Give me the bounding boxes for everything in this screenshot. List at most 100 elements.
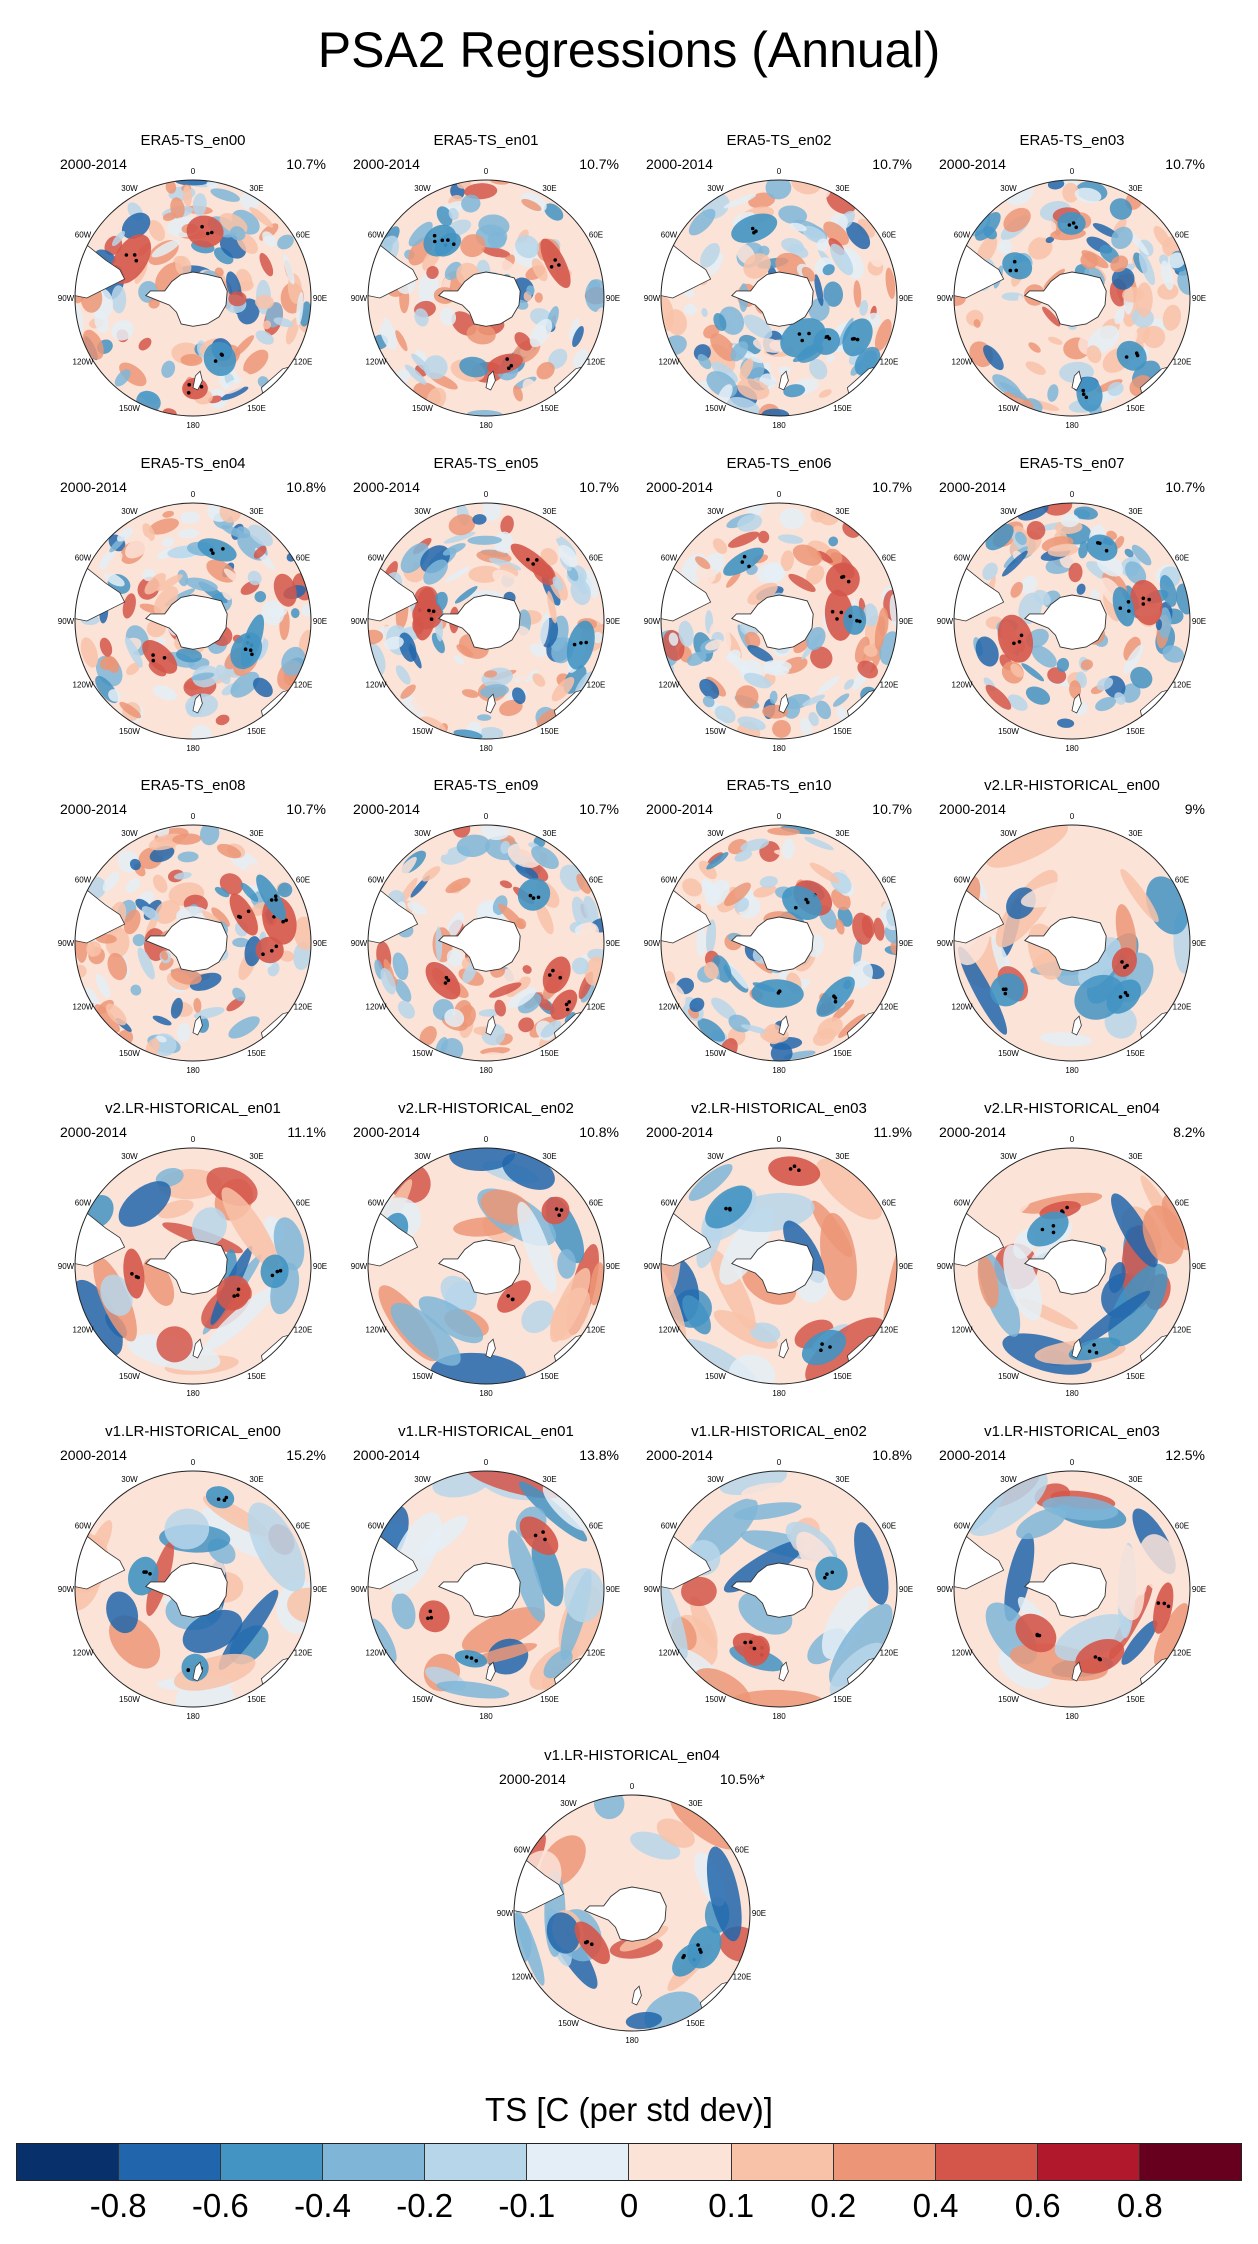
anomaly-patch	[283, 254, 295, 285]
anomaly-patch	[175, 1050, 208, 1061]
map-panel: v2.LR-HISTORICAL_en00 2000-2014 9% 0 30E 60E 9…	[927, 777, 1217, 1077]
significance-dot	[788, 1167, 793, 1171]
panel-percent: 10.7%	[579, 479, 619, 495]
anomaly-patch	[836, 707, 848, 721]
anomaly-patch	[431, 632, 445, 654]
significance-dot	[855, 618, 859, 623]
map-border	[513, 1794, 751, 2032]
anomaly-patch	[973, 319, 981, 328]
anomaly-patch	[411, 699, 428, 713]
longitude-label: 120E	[587, 1326, 606, 1335]
anomaly-patch	[830, 243, 854, 276]
anomaly-patch	[765, 180, 792, 200]
anomaly-patch	[454, 586, 478, 604]
longitude-label: 0	[777, 812, 782, 821]
anomaly-patch	[544, 203, 564, 221]
anomaly-patch	[192, 193, 207, 217]
significance-dot	[850, 337, 855, 341]
significance-dot	[200, 224, 204, 229]
longitude-label: 120W	[659, 1326, 680, 1335]
significance-dot	[858, 619, 862, 624]
longitude-label: 150W	[998, 1049, 1019, 1058]
anomaly-patch	[531, 258, 548, 282]
anomaly-patch	[515, 667, 531, 681]
anomaly-patch	[1111, 226, 1133, 250]
significance-dot	[750, 226, 755, 231]
anomaly-patch	[706, 1846, 742, 1942]
anomaly-patch	[232, 987, 246, 1002]
anomaly-core	[705, 1185, 753, 1229]
anomaly-patch	[290, 608, 300, 619]
anomaly-patch	[1086, 345, 1102, 364]
anomaly-patch	[1114, 692, 1126, 705]
landmass	[192, 1015, 203, 1036]
anomaly-patch	[467, 535, 502, 545]
longitude-label: 90E	[606, 939, 620, 948]
anomaly-patch	[1131, 544, 1152, 566]
anomaly-patch	[702, 695, 715, 708]
landmass	[851, 1149, 879, 1173]
landmass	[558, 504, 586, 528]
anomaly-patch	[119, 362, 147, 387]
significance-dot	[1081, 388, 1085, 393]
longitude-label: 30E	[835, 184, 849, 193]
anomaly-patch	[683, 303, 697, 316]
anomaly-patch	[534, 292, 543, 303]
map-panel: ERA5-TS_en09 2000-2014 10.7% 0 30E 60E 90E 120E…	[341, 777, 631, 1077]
significance-dot	[1141, 596, 1146, 601]
anomaly-patch	[977, 1255, 999, 1309]
longitude-label: 150E	[1126, 1372, 1145, 1381]
longitude-label: 150W	[705, 1049, 726, 1058]
anomaly-patch	[379, 316, 397, 351]
panel-period: 2000-2014	[646, 156, 713, 172]
anomaly-patch	[161, 360, 176, 378]
longitude-label: 0	[484, 1135, 489, 1144]
map-panel: v1.LR-HISTORICAL_en03 2000-2014 12.5% 0 30E 6…	[927, 1423, 1217, 1723]
anomaly-patch	[1138, 1534, 1180, 1594]
anomaly-patch	[710, 333, 737, 362]
anomaly-patch	[222, 589, 232, 600]
significance-dot	[777, 989, 782, 993]
anomaly-core	[197, 538, 237, 562]
anomaly-patch	[255, 294, 274, 310]
anomaly-core	[111, 234, 152, 284]
anomaly-patch	[682, 1295, 711, 1335]
longitude-label: 120W	[366, 1003, 387, 1012]
anomaly-patch	[735, 685, 759, 709]
map-border	[367, 1147, 605, 1385]
anomaly-patch	[849, 960, 873, 989]
longitude-label: 150E	[540, 404, 559, 413]
longitude-label: 90E	[313, 617, 327, 626]
anomaly-patch	[480, 684, 509, 699]
significance-dot	[584, 640, 588, 645]
anomaly-patch	[542, 1483, 591, 1531]
anomaly-patch	[124, 637, 143, 668]
polar-map: 0 30E 60E 90E 120E 150E 180 150W 120W 90W 60W 30W	[58, 1135, 327, 1398]
polar-map: 0 30E 60E 90E 120E 150E 180 150W 120W 90W 60W 30W	[58, 812, 327, 1075]
colorbar-segment	[1139, 2144, 1241, 2180]
anomaly-patch	[1025, 361, 1046, 375]
panel-period: 2000-2014	[646, 801, 713, 817]
antarctica	[145, 1239, 228, 1295]
significance-dot	[579, 641, 583, 645]
significance-dot	[541, 1530, 545, 1534]
longitude-label: 150W	[119, 1695, 140, 1704]
anomaly-patch	[743, 314, 773, 339]
landmass	[954, 877, 1005, 944]
anomaly-patch	[698, 860, 717, 880]
anomaly-core	[997, 614, 1034, 663]
anomaly-patch	[436, 1680, 510, 1699]
anomaly-patch	[1078, 541, 1089, 559]
anomaly-patch	[552, 531, 561, 539]
significance-dot	[1092, 1343, 1096, 1347]
significance-dot	[186, 391, 191, 395]
longitude-label: 30W	[414, 184, 431, 193]
longitude-label: 120W	[73, 1003, 94, 1012]
anomaly-patch	[172, 833, 202, 845]
landmass	[192, 370, 203, 391]
anomaly-patch	[1056, 657, 1070, 672]
landmass	[1144, 1149, 1172, 1173]
anomaly-patch	[521, 1300, 555, 1334]
longitude-label: 60E	[735, 1846, 749, 1855]
panel-percent: 8.2%	[1173, 1124, 1205, 1140]
